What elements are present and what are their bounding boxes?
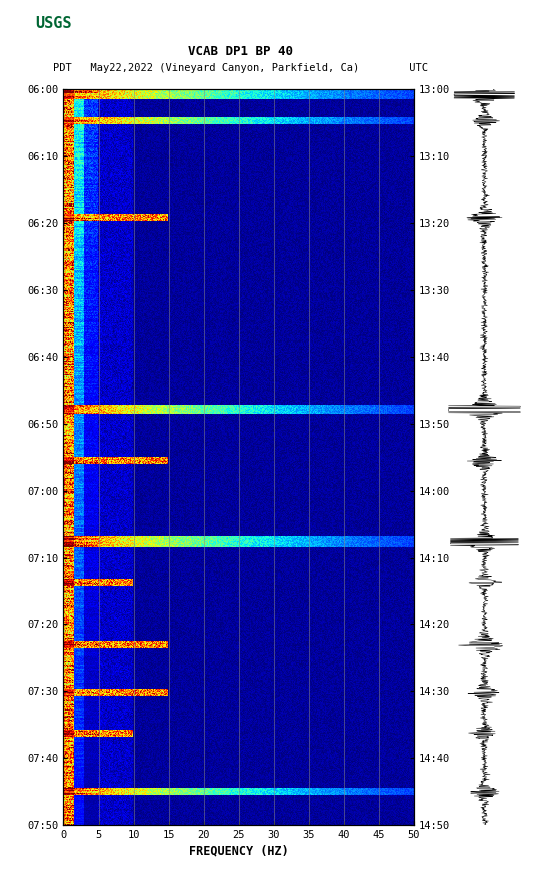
Text: USGS: USGS <box>35 16 71 31</box>
X-axis label: FREQUENCY (HZ): FREQUENCY (HZ) <box>189 844 289 857</box>
Text: PDT   May22,2022 (Vineyard Canyon, Parkfield, Ca)        UTC: PDT May22,2022 (Vineyard Canyon, Parkfie… <box>52 62 428 73</box>
Text: VCAB DP1 BP 40: VCAB DP1 BP 40 <box>188 45 293 58</box>
